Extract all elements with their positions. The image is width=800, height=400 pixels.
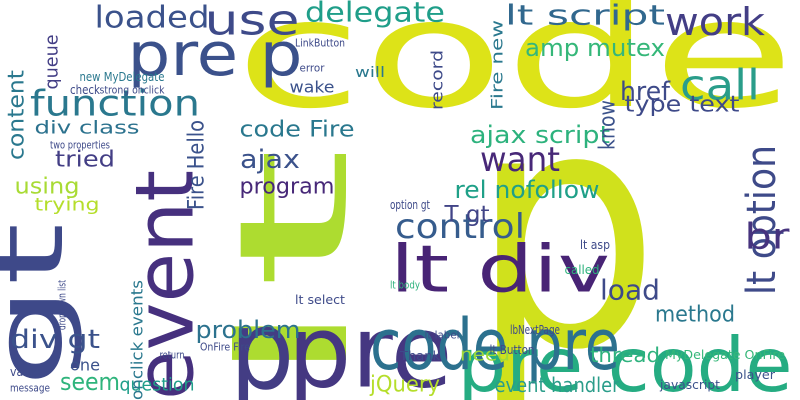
word: record [428, 50, 447, 110]
word: dropdown list [56, 280, 69, 330]
word: OnFire Fire [200, 341, 250, 354]
word: problem [196, 316, 301, 344]
word: ajax [240, 145, 300, 175]
word: lbNextPage [510, 323, 560, 337]
word: type text [625, 93, 740, 118]
word: code [235, 0, 795, 142]
word: lt label [425, 329, 460, 342]
word: lt select [295, 293, 345, 307]
word: jQuery [369, 373, 440, 398]
word: function [30, 84, 200, 125]
word: return [160, 349, 185, 362]
word: lt script [505, 0, 665, 32]
word: check [70, 83, 100, 97]
word: called [565, 263, 600, 277]
word: javascript [659, 378, 720, 392]
word: Thank [399, 349, 440, 363]
word: code Fire [240, 118, 355, 143]
word: message [10, 382, 50, 395]
word: need [460, 345, 510, 366]
word: program [240, 175, 335, 200]
word: Fire new [488, 20, 507, 110]
word: call [680, 61, 760, 110]
word: option gt [390, 198, 430, 212]
word: p [470, 38, 660, 400]
word: wake [290, 78, 335, 97]
word: p [230, 286, 295, 400]
word: queue [42, 35, 63, 90]
word: T gt [443, 203, 489, 228]
word: code pre [370, 304, 620, 386]
word: pre code [458, 321, 793, 400]
word: href [620, 77, 671, 107]
word: know [596, 100, 621, 150]
word: onclick events [128, 280, 147, 400]
word: Fire Hello [185, 120, 210, 210]
word: div class [35, 118, 140, 139]
word: will [355, 65, 385, 81]
word: br [745, 217, 790, 258]
word: ajax script [470, 121, 610, 149]
word: lt body [390, 279, 420, 292]
word: question [120, 375, 195, 396]
word: new MyDelegate [80, 70, 165, 84]
word: gt [0, 223, 85, 388]
word: strong onclick [100, 84, 166, 97]
word: pre [288, 294, 453, 400]
word: div gt [10, 325, 100, 355]
word: load [600, 274, 660, 307]
word: event handler [495, 373, 621, 397]
word: tried [55, 148, 115, 173]
word: want [480, 140, 560, 180]
word: trying [35, 195, 100, 216]
word: LinkButton [295, 37, 345, 50]
word: content [5, 70, 30, 160]
word: delegate [305, 0, 445, 29]
word: rel nofollow [455, 176, 600, 204]
word: pre p [128, 20, 303, 90]
word: MyDelegate OnFire [665, 348, 785, 362]
word: lt [208, 145, 382, 395]
word: thread [590, 343, 660, 367]
word: event [119, 170, 212, 400]
word: amp mutex [525, 34, 665, 62]
word: loaded [95, 1, 210, 36]
word: value [10, 365, 40, 379]
word: method [655, 303, 735, 328]
word: lt Button [490, 343, 535, 357]
word: one [70, 356, 100, 375]
word: error [300, 62, 325, 75]
word: lt asp [580, 238, 610, 252]
word: use [205, 0, 300, 45]
word: lt option [739, 145, 785, 295]
word: player [735, 368, 775, 382]
word: using [15, 175, 80, 200]
word: seem [60, 368, 120, 396]
word: two properties [50, 139, 110, 152]
word: lt div [390, 233, 610, 308]
word: work [665, 0, 765, 44]
word: control [395, 207, 525, 247]
